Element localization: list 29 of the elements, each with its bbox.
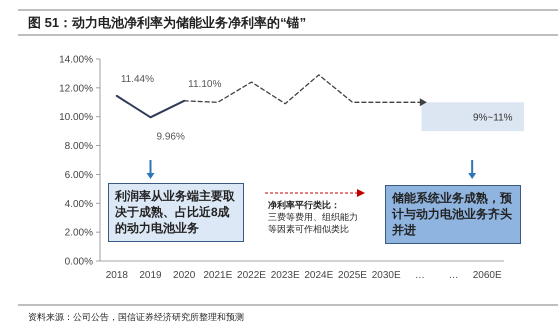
- data-label: 11.10%: [188, 78, 222, 90]
- x-tick-label: 2023E: [270, 270, 300, 281]
- y-tick-label: 6.00%: [64, 170, 94, 181]
- x-tick-label: 2022E: [237, 270, 266, 281]
- y-tick-label: 8.00%: [64, 141, 94, 152]
- text: 资料来源：公司公告，国信证券经济研究所整理和预测: [28, 311, 244, 324]
- y-tick-label: 14.00%: [59, 54, 94, 66]
- x-tick-label: 2021E: [203, 270, 233, 281]
- y-tick-label: 2.00%: [64, 228, 94, 239]
- y-tick-label: 4.00%: [64, 198, 94, 210]
- y-tick-label: 10.00%: [59, 112, 94, 124]
- annotation: 利润率从业务端主要取决于成熟、占比近8成的动力电池业务: [108, 183, 244, 242]
- x-tick-label: 2030E: [372, 270, 401, 281]
- x-tick-label: 2024E: [304, 270, 334, 281]
- annotation: 储能系统业务成熟，预计与动力电池业务齐头并进: [385, 185, 521, 244]
- chart-title: 图 51：动力电池净利率为储能业务净利率的“锚”: [28, 14, 306, 32]
- x-tick-label: 2025E: [338, 270, 368, 281]
- x-tick-label: …: [448, 270, 458, 281]
- x-tick-label: …: [414, 270, 425, 281]
- x-tick-label: 2060E: [472, 270, 502, 281]
- x-tick-label: 2020: [173, 270, 196, 281]
- x-tick-label: 2018: [106, 270, 128, 281]
- y-tick-label: 0.00%: [64, 256, 94, 268]
- data-label: 9.96%: [156, 131, 185, 142]
- data-label: 11.44%: [120, 74, 154, 85]
- x-tick-label: 2019: [139, 270, 162, 281]
- y-tick-label: 12.00%: [59, 83, 94, 94]
- band-label: 9%~11%: [472, 112, 513, 124]
- annotation: 净利率平行类比：三费等费用、组织能力等因素可作相似类比: [268, 199, 359, 236]
